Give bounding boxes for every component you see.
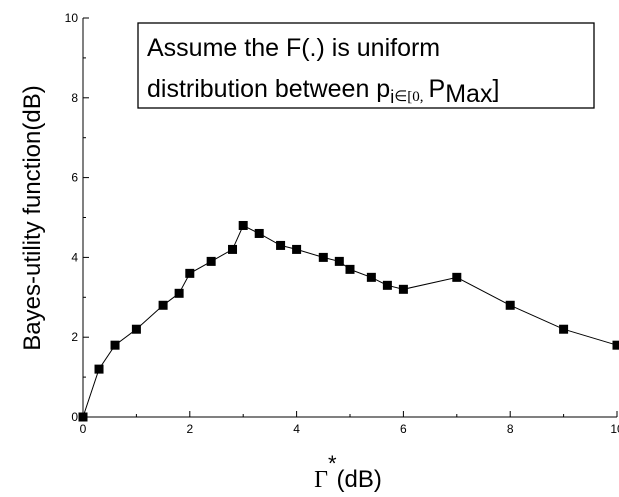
data-point-marker	[228, 244, 238, 254]
x-axis-title: Γ*(dB)	[314, 451, 382, 493]
x-tick-label: 2	[186, 422, 193, 436]
x-tick-label: 10	[610, 422, 619, 436]
data-point-marker	[398, 284, 408, 294]
series-line	[82, 224, 618, 418]
ticks: 0 2 4 6 8 10 0 2 4 6 8 10	[65, 11, 619, 436]
data-point-marker	[292, 244, 302, 254]
x-axis-title-symbol: Γ	[314, 467, 328, 493]
annotation-subscript-i: i	[390, 87, 394, 107]
annotation-box: Assume the F(.) is uniform distribution …	[137, 22, 595, 109]
data-point-marker	[559, 324, 569, 334]
data-point-marker	[612, 340, 619, 350]
data-point-marker	[174, 288, 184, 298]
x-tick-label: 0	[80, 422, 87, 436]
x-tick-label: 6	[400, 422, 407, 436]
data-point-marker	[318, 252, 328, 262]
data-point-marker	[452, 272, 462, 282]
y-tick-label: 0	[71, 410, 78, 424]
x-axis-title-sup: *	[328, 451, 337, 476]
data-point-marker	[254, 228, 264, 238]
annotation-line-1: Assume the F(.) is uniform	[147, 34, 440, 62]
y-tick-label: 6	[71, 171, 78, 185]
data-point-marker	[78, 412, 88, 422]
y-tick-label: 8	[71, 91, 78, 105]
data-point-marker	[345, 264, 355, 274]
data-point-marker	[334, 256, 344, 266]
data-point-marker	[382, 280, 392, 290]
annotation-interval: ∈[0,	[394, 89, 423, 105]
data-point-marker	[185, 268, 195, 278]
data-point-marker	[366, 272, 376, 282]
x-axis-title-unit: (dB)	[337, 466, 382, 493]
annotation-frame	[137, 22, 595, 109]
x-tick-label: 4	[293, 422, 300, 436]
data-point-marker	[131, 324, 141, 334]
y-tick-label: 10	[65, 11, 79, 25]
x-tick-label: 8	[507, 422, 514, 436]
y-tick-label: 2	[71, 330, 78, 344]
annotation-close-bracket: ]	[492, 75, 499, 103]
y-axis-title: Bayes-utility function(dB)	[19, 85, 46, 350]
data-point-marker	[276, 240, 286, 250]
data-point-marker	[158, 300, 168, 310]
annotation-pmax: P	[429, 75, 446, 103]
data-point-marker	[505, 300, 515, 310]
data-point-marker	[206, 256, 216, 266]
y-tick-label: 4	[71, 250, 78, 264]
data-point-marker	[110, 340, 120, 350]
annotation-line-2-text: distribution between p	[147, 75, 390, 103]
annotation-line-2: distribution between pi∈[0, PMax]	[147, 75, 499, 108]
data-point-marker	[94, 364, 104, 374]
data-series	[78, 220, 619, 422]
annotation-subscript-max: Max	[445, 80, 493, 108]
data-point-marker	[238, 220, 248, 230]
